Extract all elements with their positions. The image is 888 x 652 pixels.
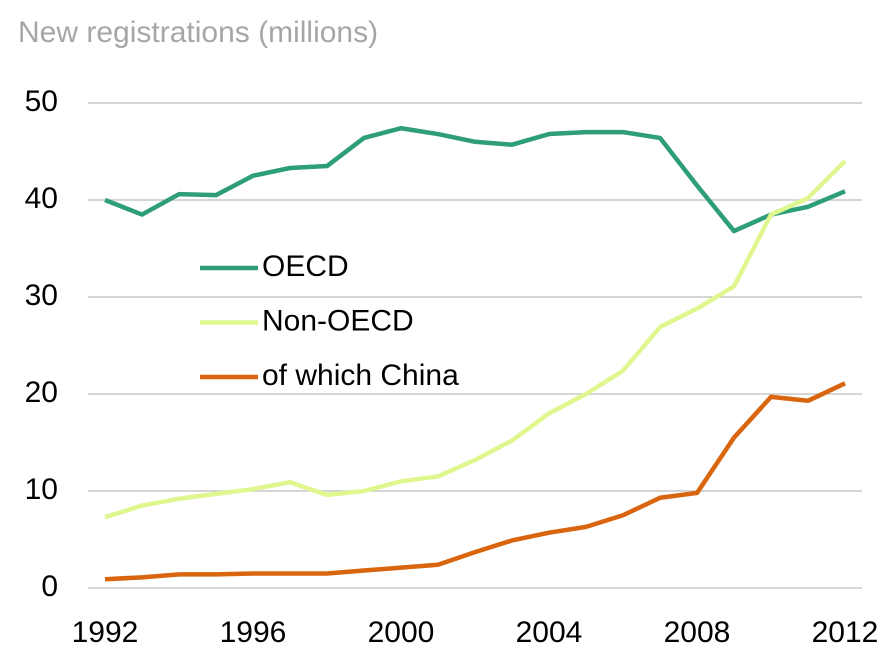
x-tick-label: 2012 <box>812 616 879 649</box>
x-tick-label: 2008 <box>664 616 731 649</box>
chart-title: New registrations (millions) <box>18 16 378 49</box>
y-tick-label: 20 <box>25 376 58 409</box>
y-tick-label: 10 <box>25 473 58 506</box>
y-tick-label: 30 <box>25 279 58 312</box>
series-line <box>104 159 847 520</box>
legend-label: OECD <box>262 250 349 283</box>
y-tick-label: 50 <box>25 85 58 118</box>
x-tick-label: 2000 <box>368 616 435 649</box>
legend-label: of which China <box>262 359 459 392</box>
y-tick-label: 40 <box>25 182 58 215</box>
x-tick-label: 2004 <box>516 616 583 649</box>
series-line <box>104 381 846 582</box>
series-line <box>104 125 846 234</box>
legend-label: Non-OECD <box>262 304 414 337</box>
y-tick-label: 0 <box>41 570 58 603</box>
x-tick-label: 1996 <box>220 616 287 649</box>
x-tick-label: 1992 <box>72 616 139 649</box>
